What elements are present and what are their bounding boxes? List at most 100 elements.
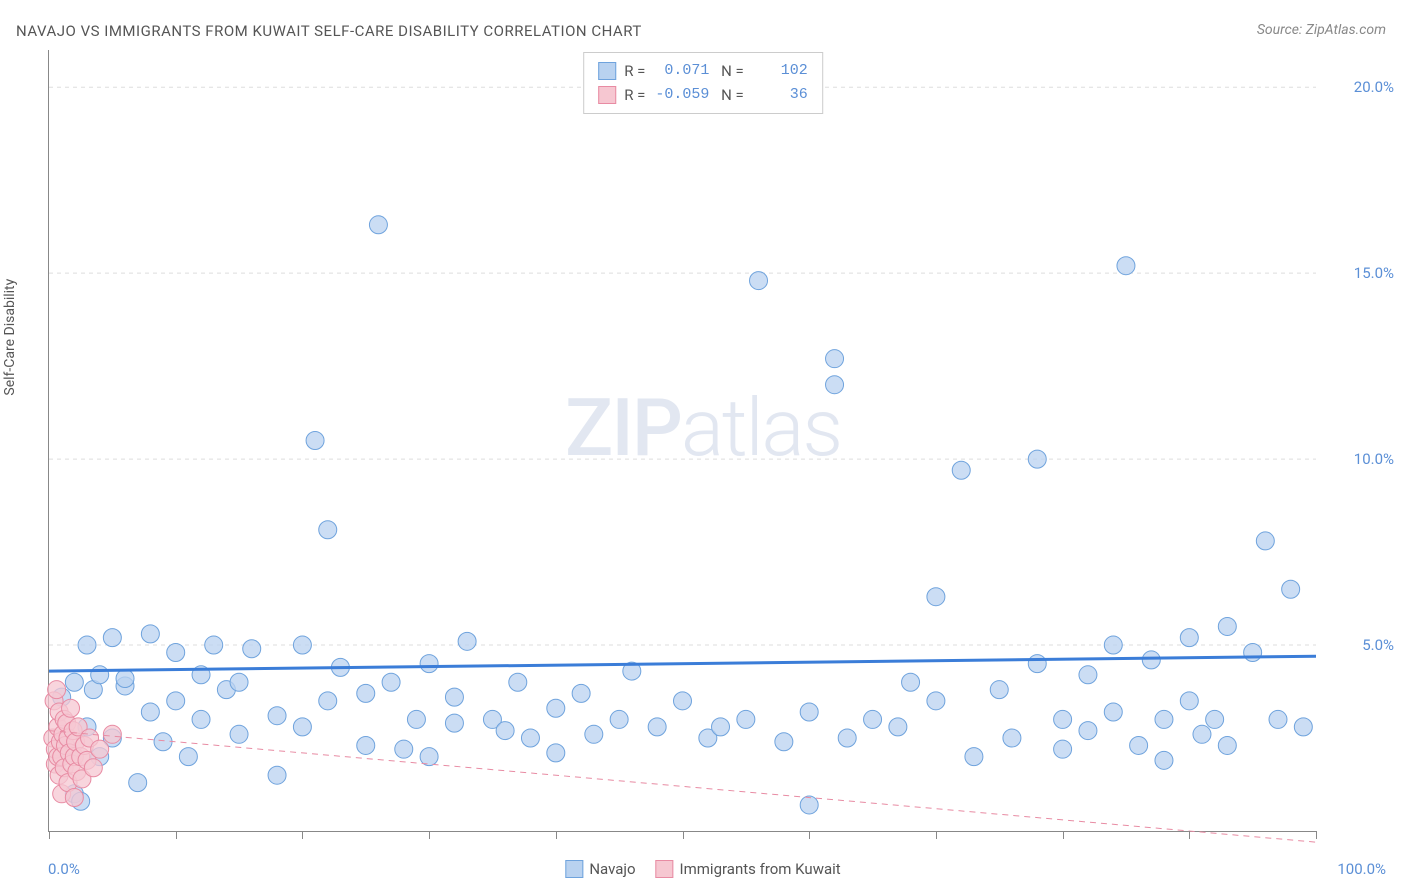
scatter-point (737, 710, 755, 728)
scatter-point (141, 625, 159, 643)
scatter-point (65, 673, 83, 691)
scatter-point (927, 588, 945, 606)
scatter-point (369, 216, 387, 234)
scatter-point (382, 673, 400, 691)
scatter-point (167, 643, 185, 661)
scatter-point (395, 740, 413, 758)
scatter-point (1104, 636, 1122, 654)
scatter-point (319, 692, 337, 710)
scatter-point (84, 759, 102, 777)
scatter-point (1269, 710, 1287, 728)
scatter-point (800, 796, 818, 814)
y-axis-label: Self-Care Disability (2, 279, 18, 396)
scatter-point (572, 684, 590, 702)
scatter-point (509, 673, 527, 691)
y-tick-label: 15.0% (1354, 264, 1394, 282)
scatter-point (91, 740, 109, 758)
x-tick (683, 831, 684, 839)
chart-title: NAVAJO VS IMMIGRANTS FROM KUWAIT SELF-CA… (16, 22, 642, 40)
swatch-series2 (598, 86, 616, 104)
scatter-point (407, 710, 425, 728)
scatter-point (1130, 736, 1148, 754)
scatter-point (838, 729, 856, 747)
stats-legend: R = 0.071 N = 102 R = -0.059 N = 36 (583, 52, 823, 114)
scatter-point (103, 629, 121, 647)
x-axis-label-min: 0.0% (48, 860, 80, 878)
scatter-point (610, 710, 628, 728)
scatter-point (116, 670, 134, 688)
stats-row-series1: R = 0.071 N = 102 (598, 59, 808, 83)
legend-item-series2: Immigrants from Kuwait (656, 860, 841, 878)
scatter-point (319, 521, 337, 539)
source-attribution: Source: ZipAtlas.com (1257, 22, 1386, 38)
scatter-point (1294, 718, 1312, 736)
scatter-point (1028, 655, 1046, 673)
y-tick-label: 10.0% (1354, 450, 1394, 468)
y-tick-label: 20.0% (1354, 78, 1394, 96)
x-tick (49, 831, 50, 839)
scatter-point (902, 673, 920, 691)
scatter-point (1155, 710, 1173, 728)
scatter-point (293, 636, 311, 654)
x-axis-label-max: 100.0% (1337, 860, 1386, 878)
scatter-point (927, 692, 945, 710)
scatter-point (1142, 651, 1160, 669)
legend-swatch-series1 (565, 860, 583, 878)
scatter-point (496, 722, 514, 740)
scatter-point (1180, 629, 1198, 647)
swatch-series1 (598, 62, 616, 80)
scatter-point (775, 733, 793, 751)
scatter-point (141, 703, 159, 721)
scatter-point (648, 718, 666, 736)
scatter-point (445, 688, 463, 706)
trend-line (49, 656, 1316, 671)
scatter-point (990, 681, 1008, 699)
scatter-point (1079, 666, 1097, 684)
y-tick-label: 5.0% (1362, 636, 1394, 654)
scatter-point (293, 718, 311, 736)
scatter-point (103, 725, 121, 743)
scatter-point (65, 789, 83, 807)
legend-swatch-series2 (656, 860, 674, 878)
scatter-point (167, 692, 185, 710)
scatter-point (1104, 703, 1122, 721)
scatter-point (1218, 617, 1236, 635)
scatter-point (1054, 710, 1072, 728)
scatter-point (585, 725, 603, 743)
scatter-point (78, 636, 96, 654)
scatter-point (952, 461, 970, 479)
scatter-point (1117, 257, 1135, 275)
scatter-point (712, 718, 730, 736)
scatter-point (192, 710, 210, 728)
scatter-point (205, 636, 223, 654)
x-tick (176, 831, 177, 839)
scatter-point (1079, 722, 1097, 740)
scatter-point (1256, 532, 1274, 550)
scatter-point (357, 684, 375, 702)
x-tick (1316, 831, 1317, 839)
x-tick (429, 831, 430, 839)
scatter-point (750, 272, 768, 290)
scatter-point (1003, 729, 1021, 747)
scatter-point (1206, 710, 1224, 728)
scatter-point (800, 703, 818, 721)
scatter-point (674, 692, 692, 710)
plot-area: 5.0%10.0%15.0%20.0% (48, 50, 1316, 832)
x-tick (556, 831, 557, 839)
scatter-point (357, 736, 375, 754)
plot-svg (49, 50, 1316, 831)
x-tick (1189, 831, 1190, 839)
legend-item-series1: Navajo (565, 860, 635, 878)
scatter-point (420, 748, 438, 766)
scatter-point (547, 699, 565, 717)
bottom-legend: Navajo Immigrants from Kuwait (565, 860, 840, 878)
scatter-point (1282, 580, 1300, 598)
scatter-point (268, 766, 286, 784)
scatter-point (306, 432, 324, 450)
stats-row-series2: R = -0.059 N = 36 (598, 83, 808, 107)
scatter-point (1028, 450, 1046, 468)
scatter-point (179, 748, 197, 766)
scatter-point (864, 710, 882, 728)
x-tick (936, 831, 937, 839)
scatter-point (48, 681, 66, 699)
